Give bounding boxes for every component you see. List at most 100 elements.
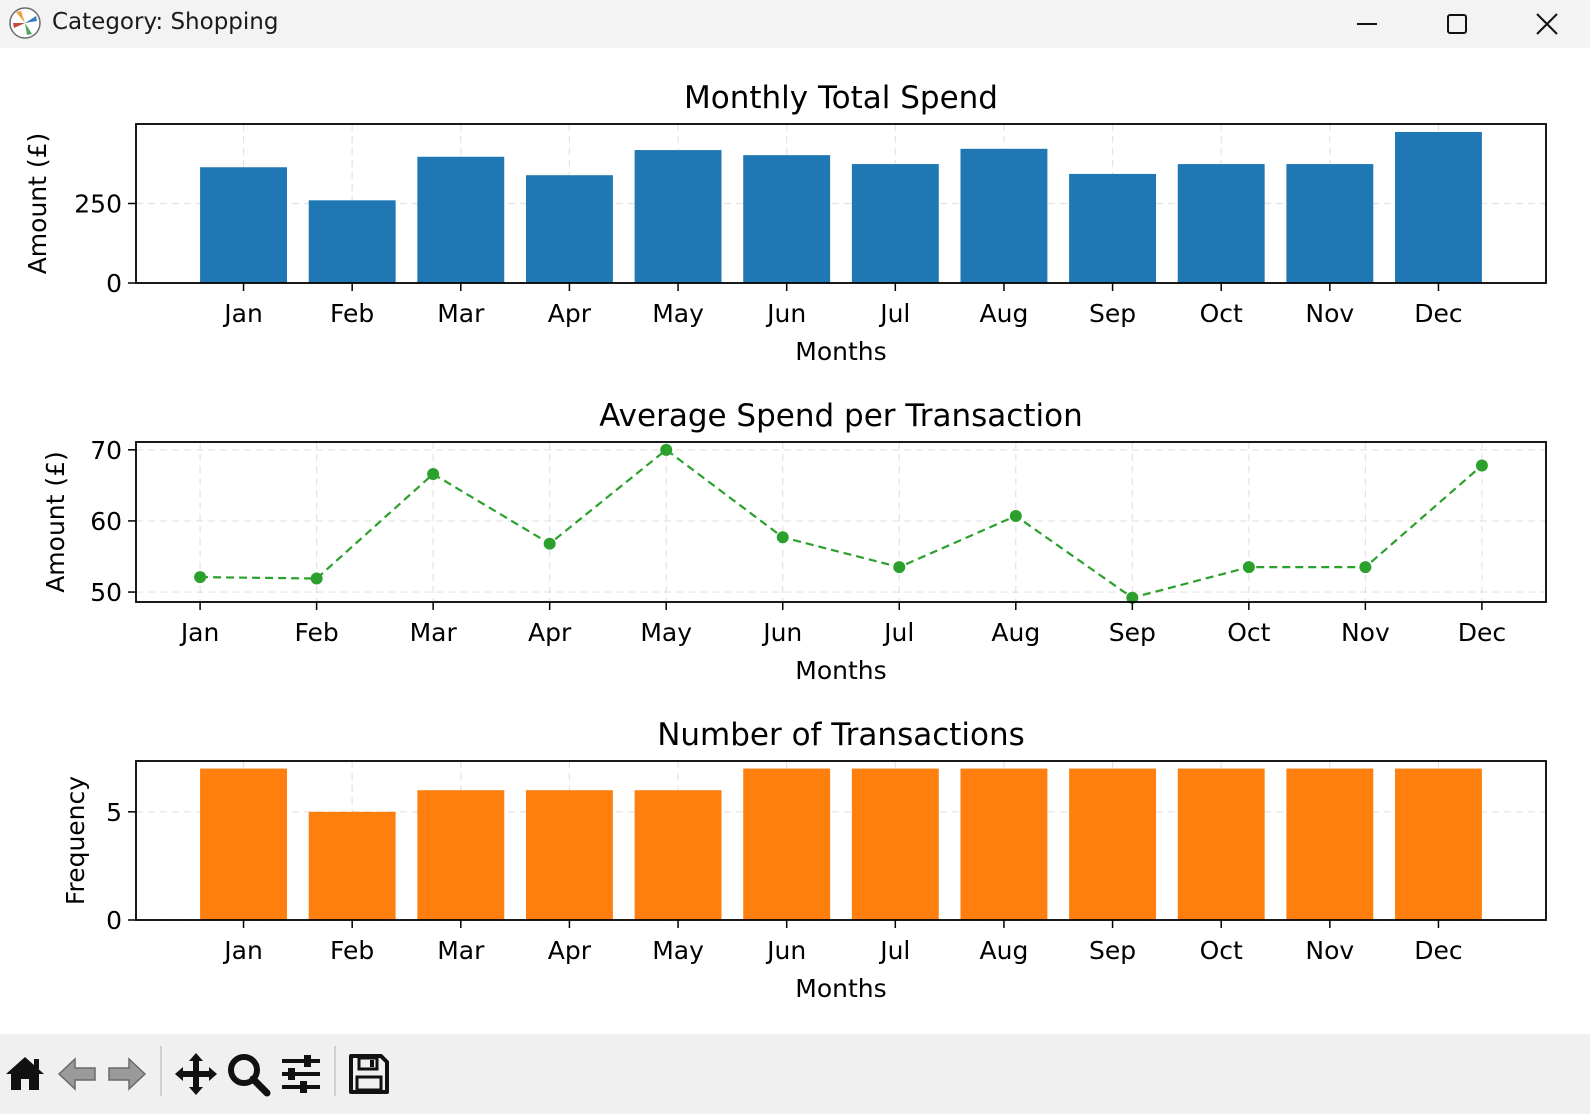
x-tick-label: Sep	[1109, 618, 1156, 647]
navigation-toolbar	[0, 1034, 1590, 1114]
data-point	[1009, 509, 1022, 522]
x-tick-label: Oct	[1200, 299, 1243, 328]
x-tick-label: Jul	[878, 299, 910, 328]
x-tick-label: Nov	[1305, 299, 1354, 328]
bar	[1286, 164, 1374, 283]
bar	[634, 150, 722, 283]
bar	[1286, 768, 1374, 920]
toolbar-separator	[160, 1046, 162, 1096]
x-tick-label: Dec	[1414, 936, 1462, 965]
home-icon	[6, 1057, 44, 1090]
x-tick-label: Oct	[1200, 936, 1243, 965]
y-tick-label: 60	[90, 507, 122, 536]
zoom-icon	[228, 1054, 271, 1097]
bar	[417, 156, 505, 283]
chart-title: Number of Transactions	[657, 717, 1025, 753]
back-icon	[57, 1057, 96, 1091]
bar	[308, 200, 396, 283]
bar	[743, 155, 831, 283]
forward-icon	[108, 1057, 147, 1091]
x-tick-label: Jun	[761, 618, 802, 647]
configure-subplots-icon	[282, 1055, 320, 1093]
x-tick-label: Aug	[980, 299, 1029, 328]
data-point	[427, 468, 440, 480]
window-title: Category: Shopping	[52, 9, 279, 35]
maximize-button[interactable]	[1412, 0, 1502, 48]
y-axis-label: Frequency	[61, 776, 90, 905]
data-point	[1359, 561, 1372, 574]
x-tick-label: Apr	[528, 618, 572, 647]
bar	[1069, 768, 1157, 920]
bar	[960, 148, 1048, 283]
app-icon	[9, 7, 41, 39]
close-icon	[1536, 13, 1558, 35]
y-tick-label: 50	[90, 578, 122, 607]
maximize-icon	[1447, 14, 1467, 34]
save-button[interactable]	[344, 1042, 394, 1106]
bar	[743, 768, 831, 920]
data-point	[1242, 561, 1255, 574]
x-tick-label: Apr	[548, 936, 592, 965]
x-tick-label: Mar	[437, 936, 485, 965]
y-tick-label: 250	[74, 190, 122, 219]
bar	[200, 768, 287, 920]
home-button[interactable]	[0, 1042, 50, 1106]
x-tick-label: Mar	[437, 299, 485, 328]
x-tick-label: Jul	[878, 936, 910, 965]
bar	[1177, 164, 1265, 283]
pan-icon	[175, 1053, 217, 1095]
axes-frame	[135, 123, 1547, 284]
chart-title: Monthly Total Spend	[684, 80, 998, 116]
figure-canvas[interactable]: 0 250 Jan Feb Mar Apr May Jun Jul Aug Sep Oct Nov Dec…	[0, 48, 1590, 1034]
minimize-button[interactable]	[1322, 0, 1412, 48]
pan-button[interactable]	[171, 1042, 221, 1106]
toolbar-separator	[334, 1046, 336, 1096]
x-tick-label: Mar	[410, 618, 458, 647]
x-tick-label: May	[640, 618, 692, 647]
bar	[308, 811, 396, 920]
bar	[851, 164, 939, 283]
data-point	[310, 572, 323, 585]
axes-frame	[135, 441, 1547, 603]
x-tick-label: Dec	[1414, 299, 1462, 328]
charts-svg: 0 250 Jan Feb Mar Apr May Jun Jul Aug Sep Oct Nov Dec…	[23, 80, 1547, 1003]
series-line	[200, 448, 1483, 599]
x-tick-label: Feb	[294, 618, 338, 647]
window-titlebar: Category: Shopping	[0, 0, 1590, 48]
bar	[634, 790, 722, 920]
x-tick-label: Jun	[765, 936, 806, 965]
data-point	[543, 537, 556, 550]
x-tick-label: Sep	[1089, 299, 1136, 328]
x-tick-label: Jan	[179, 618, 220, 647]
bar	[1395, 131, 1482, 283]
back-button[interactable]	[52, 1042, 102, 1106]
configure-subplots-button[interactable]	[276, 1042, 326, 1106]
bar	[960, 768, 1048, 920]
x-tick-label: Feb	[330, 936, 374, 965]
bar	[851, 768, 939, 920]
bar	[525, 790, 613, 920]
x-tick-label: Feb	[330, 299, 374, 328]
x-tick-label: Apr	[548, 299, 592, 328]
chart-title: Average Spend per Transaction	[599, 398, 1082, 434]
bar	[1177, 768, 1265, 920]
x-tick-label: Aug	[991, 618, 1040, 647]
x-tick-label: Oct	[1227, 618, 1270, 647]
y-tick-label: 0	[106, 906, 122, 935]
x-tick-label: Aug	[980, 936, 1029, 965]
close-button[interactable]	[1502, 0, 1590, 48]
bar	[200, 167, 287, 283]
minimize-icon	[1357, 23, 1377, 25]
zoom-button[interactable]	[223, 1042, 273, 1106]
bar	[1069, 173, 1157, 283]
x-axis-label: Months	[795, 974, 886, 1003]
y-axis-label: Amount (£)	[41, 451, 70, 593]
x-tick-label: Nov	[1305, 936, 1354, 965]
x-tick-label: May	[652, 936, 704, 965]
x-tick-label: Jun	[765, 299, 806, 328]
forward-button[interactable]	[102, 1042, 152, 1106]
data-point	[776, 531, 789, 544]
x-tick-label: Jul	[882, 618, 914, 647]
data-point	[893, 561, 906, 574]
data-point	[660, 443, 673, 456]
